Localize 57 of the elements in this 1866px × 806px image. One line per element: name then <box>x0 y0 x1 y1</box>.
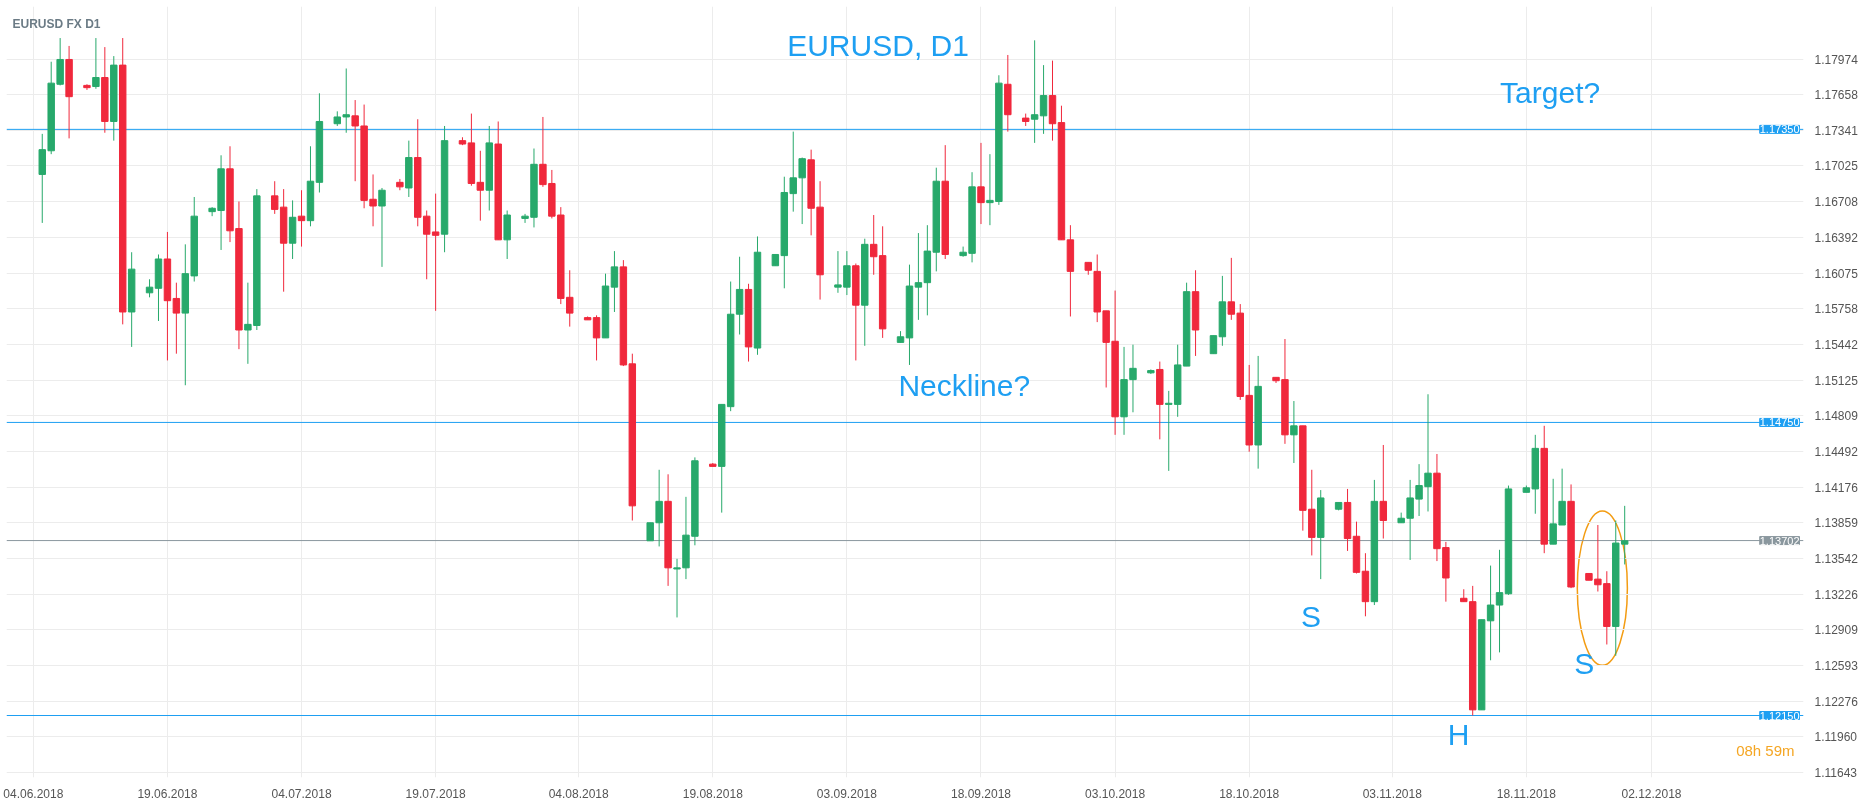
candlestick <box>92 37 100 90</box>
text: EURUSD FX D1 <box>12 16 101 31</box>
candlestick <box>83 83 91 91</box>
y-tick-label: 1.13859 <box>1814 516 1859 531</box>
x-tick-label: 18.10.2018 <box>1219 786 1280 801</box>
x-tick-label: 18.11.2018 <box>1496 786 1557 801</box>
y-tick-label: 1.15758 <box>1814 302 1859 317</box>
ref-line-label: 1.14750 <box>1759 416 1800 429</box>
x-tick-label: 03.10.2018 <box>1085 786 1146 801</box>
ref-line-label: 1.17350 <box>1759 123 1800 136</box>
y-tick-label: 1.16075 <box>1814 266 1859 281</box>
y-tick-label: 1.17974 <box>1814 52 1859 67</box>
annotation: Target? <box>1500 76 1601 110</box>
x-tick-label: 04.08.2018 <box>548 786 610 801</box>
x-tick-label: 19.06.2018 <box>137 786 198 801</box>
x-tick-label: 19.08.2018 <box>682 786 744 801</box>
x-tick-label: 03.11.2018 <box>1362 786 1423 801</box>
annotation: 08h 59m <box>1736 742 1795 760</box>
y-tick-label: 1.17658 <box>1814 88 1859 103</box>
y-tick-label: 1.14809 <box>1814 409 1859 424</box>
y-tick-label: 1.13542 <box>1814 552 1859 567</box>
y-tick-label: 1.12276 <box>1814 694 1859 709</box>
y-tick-label: 1.16708 <box>1814 195 1859 210</box>
annotation: S <box>1301 599 1322 633</box>
y-tick-label: 1.14492 <box>1814 445 1859 460</box>
ref-line-label: 1.13702 <box>1759 534 1800 547</box>
candlestick <box>977 142 985 225</box>
y-tick-label: 1.17025 <box>1814 159 1859 174</box>
y-tick-label: 1.14176 <box>1814 480 1859 495</box>
x-tick-label: 04.06.2018 <box>3 786 64 801</box>
y-tick-label: 1.11960 <box>1814 730 1858 745</box>
y-tick-label: 1.12593 <box>1814 659 1859 674</box>
x-tick-label: 03.09.2018 <box>816 786 878 801</box>
candlestick <box>1290 400 1298 464</box>
ref-line-label: 1.12150 <box>1759 709 1800 722</box>
candlestick <box>592 314 601 361</box>
candlestick <box>1379 444 1388 540</box>
x-tick-label: 04.07.2018 <box>271 786 332 801</box>
y-tick-label: 1.13226 <box>1814 587 1859 602</box>
annotation: H <box>1447 717 1470 751</box>
x-tick-label: 02.12.2018 <box>1621 786 1682 801</box>
y-tick-label: 1.16392 <box>1814 230 1859 245</box>
candlestick <box>378 187 386 268</box>
text: EURUSD, D1 <box>787 28 969 62</box>
candlestick <box>396 178 404 191</box>
y-tick-label: 1.11643 <box>1814 766 1858 781</box>
candlestick <box>610 250 619 313</box>
annotation: S <box>1574 646 1595 680</box>
y-tick-label: 1.17341 <box>1814 123 1859 138</box>
candlestick <box>1209 335 1218 355</box>
y-tick-label: 1.12909 <box>1814 623 1859 638</box>
x-tick-label: 18.09.2018 <box>950 786 1012 801</box>
y-tick-label: 1.15125 <box>1814 373 1859 388</box>
x-tick-label: 19.07.2018 <box>405 786 466 801</box>
y-tick-label: 1.15442 <box>1814 337 1859 352</box>
annotation: Neckline? <box>898 369 1031 403</box>
candlestick <box>1495 549 1504 653</box>
